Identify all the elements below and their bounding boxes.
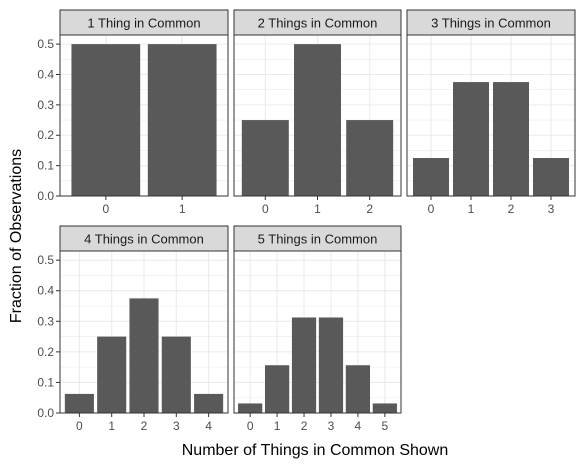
bar [413,158,449,196]
x-tick-label: 3 [548,202,555,216]
bar [64,393,94,413]
facet-panel: 2 Things in Common 0 1 2 [233,9,402,216]
bar [97,336,127,413]
bar [453,82,489,196]
bar [493,82,529,196]
y-tick-label: 0.4 [37,67,54,81]
x-tick-label: 3 [173,419,180,433]
x-tick-label: 1 [314,202,321,216]
bar [372,403,397,413]
y-tick-label: 0.4 [37,284,54,298]
facet-panels: 1 Thing in Common 0 1 0.0 0.1 0.2 0.3 0.4 0.5 2 T… [37,9,576,433]
bar [294,44,341,197]
x-tick-label: 5 [381,419,388,433]
facet-title: 1 Thing in Common [87,16,200,31]
facet-panel: 3 Things in Common 0 1 2 3 [406,9,576,216]
bar [264,365,290,413]
y-tick-label: 0.3 [37,314,54,328]
x-tick-label: 1 [274,419,281,433]
bar [241,120,289,196]
facet-title: 4 Things in Common [84,232,204,247]
x-tick-label: 1 [468,202,475,216]
y-tick-label: 0.0 [37,189,54,203]
bar [194,393,224,413]
facet-strip [59,225,229,252]
y-tick-label: 0.0 [37,406,54,420]
y-tick-label: 0.2 [37,345,54,359]
facet-title: 3 Things in Common [431,16,551,31]
facet-panel: 5 Things in Common 0 1 2 3 4 5 [233,225,402,433]
x-tick-label: 0 [102,202,109,216]
x-tick-label: 2 [508,202,515,216]
bar [129,298,159,413]
y-tick-label: 0.1 [37,375,54,389]
y-tick-label: 0.1 [37,159,54,173]
x-tick-label: 2 [366,202,373,216]
y-tick-label: 0.3 [37,98,54,112]
x-tick-label: 1 [108,419,115,433]
x-tick-label: 0 [247,419,254,433]
bar [345,365,371,413]
facet-strip [233,225,402,252]
facet-strip [59,9,229,36]
facet-panel: 4 Things in Common 0 1 2 3 4 0.0 0.1 0.2 0.3 0.4 0.… [37,225,229,433]
x-tick-label: 4 [355,419,362,433]
x-tick-label: 2 [141,419,148,433]
bar [147,44,217,197]
panel-border [59,34,229,197]
bar [161,336,191,413]
bar [71,44,141,197]
x-tick-label: 0 [76,419,83,433]
x-tick-label: 0 [428,202,435,216]
y-axis-title: Fraction of Observations [8,149,25,323]
y-tick-label: 0.2 [37,128,54,142]
facet-title: 2 Things in Common [258,16,378,31]
panel-border [233,250,402,414]
panel-background [234,251,401,413]
facet-strip [406,9,576,36]
x-tick-label: 1 [179,202,186,216]
facet-panel: 1 Thing in Common 0 1 0.0 0.1 0.2 0.3 0.4 0.5 [37,9,229,216]
facet-title: 5 Things in Common [258,232,378,247]
bar [533,158,569,196]
panel-border [406,34,576,197]
x-tick-label: 0 [262,202,269,216]
x-tick-label: 4 [205,419,212,433]
bar [318,317,344,413]
x-tick-label: 2 [301,419,308,433]
x-tick-label: 3 [328,419,335,433]
facet-strip [233,9,402,36]
x-axis-title: Number of Things in Common Shown [182,442,449,459]
bar [238,403,263,413]
y-tick-label: 0.5 [37,37,54,51]
bar [346,120,394,196]
y-tick-label: 0.5 [37,253,54,267]
bar [291,317,317,413]
